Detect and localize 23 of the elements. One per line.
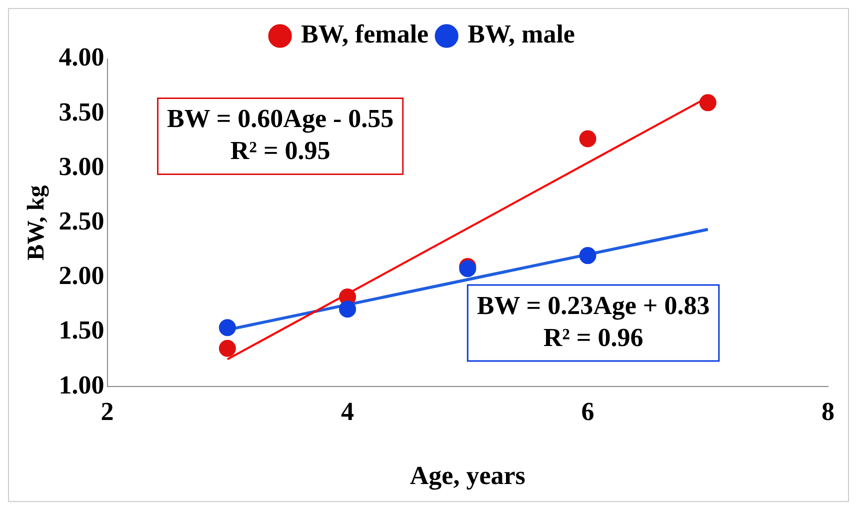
x-tick-label: 6 [581,396,594,426]
annotation: BW = 0.60Age - 0.55 R² = 0.95 [166,104,394,166]
legend-label: BW, female [301,20,429,49]
y-tick-label: 2.00 [58,261,104,290]
point [579,247,596,264]
point [218,319,236,336]
y-tick-label: 3.50 [58,97,104,126]
x-tick-label: 8 [822,396,834,426]
y-tick-label: 1.00 [58,370,104,400]
point [218,340,236,357]
y-tick-label: 4.00 [58,42,104,72]
point [339,300,356,318]
point [579,130,596,148]
x-tick-label: 2 [100,396,114,426]
x-axis-title: Age, years [410,461,526,490]
y-tick-label: 1.50 [58,316,104,345]
y-axis-title: BW, kg [24,185,50,260]
x-tick-label: 4 [341,396,354,426]
y-tick-label: 3.00 [58,152,104,181]
point [699,94,716,112]
annotation: BW = 0.23Age + 0.83 R² = 0.96 [476,290,710,352]
legend-label: BW, male [468,20,575,49]
y-tick-label: 2.50 [58,206,104,236]
